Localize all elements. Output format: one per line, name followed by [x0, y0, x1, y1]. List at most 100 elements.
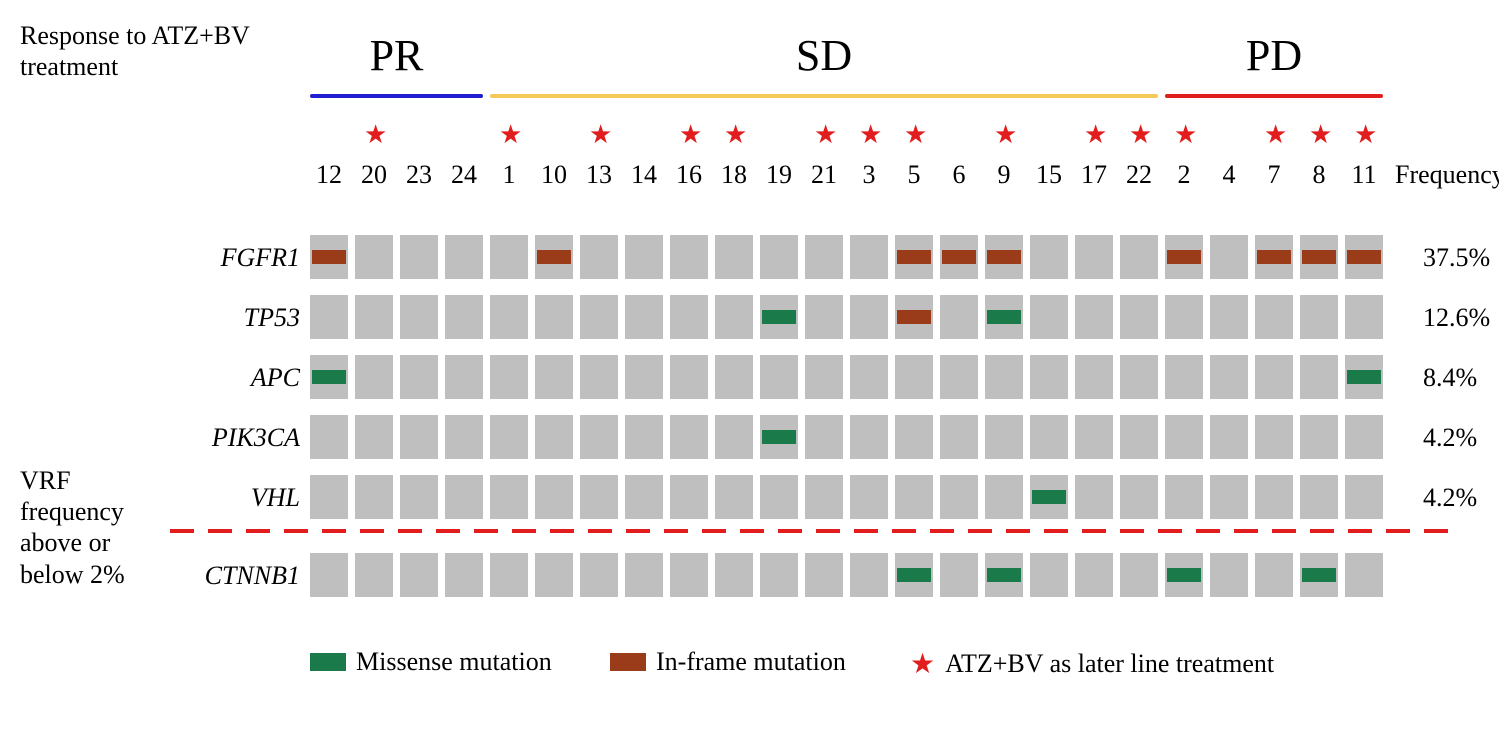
mutation-cell — [1165, 355, 1203, 399]
mutation-cell — [1255, 235, 1293, 279]
mutation-cell — [1300, 355, 1338, 399]
frequency-header: Frequency — [1395, 160, 1499, 190]
later-line-star: ★ — [679, 120, 702, 150]
mutation-cell — [895, 295, 933, 339]
vrf-threshold-line — [1158, 529, 1182, 533]
mutation-oncoprint: Response to ATZ+BVtreatmentPRSDPD★★★★★★★… — [20, 20, 1479, 707]
mutation-cell — [1030, 415, 1068, 459]
mutation-cell — [355, 235, 393, 279]
later-line-star: ★ — [1174, 120, 1197, 150]
mutation-cell — [715, 235, 753, 279]
sample-label: 6 — [940, 160, 978, 190]
vrf-threshold-line — [1006, 529, 1030, 533]
mutation-cell — [940, 475, 978, 519]
mutation-cell — [1345, 295, 1383, 339]
mutation-cell — [1300, 415, 1338, 459]
mutation-cell — [1165, 415, 1203, 459]
group-label-pd: PD — [1234, 30, 1314, 81]
mutation-cell — [760, 475, 798, 519]
later-line-star: ★ — [589, 120, 612, 150]
mutation-cell — [940, 295, 978, 339]
mutation-cell — [670, 355, 708, 399]
later-line-star: ★ — [724, 120, 747, 150]
mutation-cell — [310, 355, 348, 399]
mutation-cell — [535, 295, 573, 339]
vrf-threshold-line — [816, 529, 840, 533]
mutation-cell — [670, 295, 708, 339]
vrf-threshold-line — [778, 529, 802, 533]
mutation-cell — [1345, 415, 1383, 459]
mutation-cell — [715, 295, 753, 339]
vrf-threshold-line — [208, 529, 232, 533]
mutation-cell — [1075, 355, 1113, 399]
mutation-cell — [850, 355, 888, 399]
mutation-cell — [355, 295, 393, 339]
sample-label: 1 — [490, 160, 528, 190]
frequency-value: 8.4% — [1423, 363, 1477, 393]
missense-mutation — [762, 310, 796, 324]
sample-label: 21 — [805, 160, 843, 190]
mutation-cell — [490, 355, 528, 399]
inframe-mutation — [942, 250, 976, 264]
vrf-threshold-line — [968, 529, 992, 533]
mutation-cell — [535, 235, 573, 279]
mutation-cell — [1075, 553, 1113, 597]
mutation-cell — [580, 475, 618, 519]
vrf-threshold-line — [474, 529, 498, 533]
mutation-cell — [1030, 553, 1068, 597]
sample-label: 5 — [895, 160, 933, 190]
mutation-cell — [850, 415, 888, 459]
legend-star-icon: ★ — [910, 647, 935, 681]
mutation-cell — [445, 415, 483, 459]
group-bar-pd — [1165, 94, 1383, 98]
mutation-cell — [760, 415, 798, 459]
mutation-cell — [940, 355, 978, 399]
gene-label: PIK3CA — [160, 423, 300, 453]
vrf-label: VRFfrequencyabove orbelow 2% — [20, 465, 125, 590]
inframe-mutation — [312, 250, 346, 264]
sample-label: 3 — [850, 160, 888, 190]
mutation-cell — [355, 553, 393, 597]
mutation-cell — [1075, 415, 1113, 459]
sample-label: 24 — [445, 160, 483, 190]
vrf-threshold-line — [1272, 529, 1296, 533]
vrf-threshold-line — [1044, 529, 1068, 533]
mutation-cell — [490, 553, 528, 597]
group-label-pr: PR — [357, 30, 437, 81]
mutation-cell — [715, 415, 753, 459]
mutation-cell — [400, 235, 438, 279]
gene-label: CTNNB1 — [160, 561, 300, 591]
mutation-cell — [355, 475, 393, 519]
vrf-threshold-line — [626, 529, 650, 533]
mutation-cell — [895, 415, 933, 459]
vrf-threshold-line — [246, 529, 270, 533]
mutation-cell — [1345, 475, 1383, 519]
vrf-threshold-line — [1234, 529, 1258, 533]
missense-mutation — [312, 370, 346, 384]
mutation-cell — [760, 553, 798, 597]
missense-mutation — [1302, 568, 1336, 582]
sample-label: 23 — [400, 160, 438, 190]
mutation-cell — [1165, 235, 1203, 279]
sample-label: 17 — [1075, 160, 1113, 190]
vrf-threshold-line — [1348, 529, 1372, 533]
mutation-cell — [445, 355, 483, 399]
mutation-cell — [1030, 355, 1068, 399]
mutation-cell — [715, 475, 753, 519]
missense-mutation — [897, 568, 931, 582]
mutation-cell — [535, 475, 573, 519]
later-line-star: ★ — [994, 120, 1017, 150]
vrf-threshold-line — [1386, 529, 1410, 533]
legend-later-line: ★ATZ+BV as later line treatment — [910, 647, 1274, 681]
mutation-cell — [985, 355, 1023, 399]
mutation-cell — [625, 235, 663, 279]
later-line-star: ★ — [1354, 120, 1377, 150]
mutation-cell — [580, 295, 618, 339]
mutation-cell — [310, 295, 348, 339]
sample-label: 19 — [760, 160, 798, 190]
mutation-cell — [940, 553, 978, 597]
mutation-cell — [1255, 355, 1293, 399]
mutation-cell — [895, 355, 933, 399]
mutation-cell — [985, 553, 1023, 597]
frequency-value: 4.2% — [1423, 483, 1477, 513]
